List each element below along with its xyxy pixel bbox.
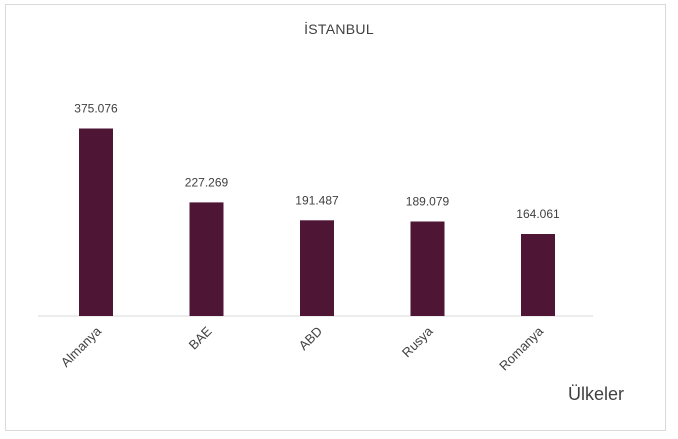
bars-group (79, 128, 555, 316)
value-label: 227.269 (185, 175, 229, 189)
bar-rusya (410, 221, 445, 316)
value-label: 375.076 (74, 102, 118, 116)
chart-title: İSTANBUL (304, 21, 374, 37)
bar-bae (189, 202, 224, 316)
value-label: 164.061 (516, 207, 560, 221)
value-label: 191.487 (295, 193, 339, 207)
bar-almanya (79, 128, 113, 316)
category-label: Almanya (58, 323, 105, 370)
category-labels-group: Almanya BAE ABD Rusya Romanya (58, 323, 547, 373)
x-axis-title: Ülkeler (568, 384, 625, 404)
category-label: ABD (296, 324, 326, 354)
bar-romanya (521, 234, 555, 316)
category-label: Romanya (496, 323, 546, 373)
bar-abd (300, 220, 334, 316)
chart-frame (5, 4, 666, 431)
category-label: Rusya (399, 323, 436, 360)
value-labels-group: 375.076 227.269 191.487 189.079 164.061 (74, 102, 560, 222)
category-label: BAE (186, 323, 215, 352)
value-label: 189.079 (406, 195, 450, 209)
